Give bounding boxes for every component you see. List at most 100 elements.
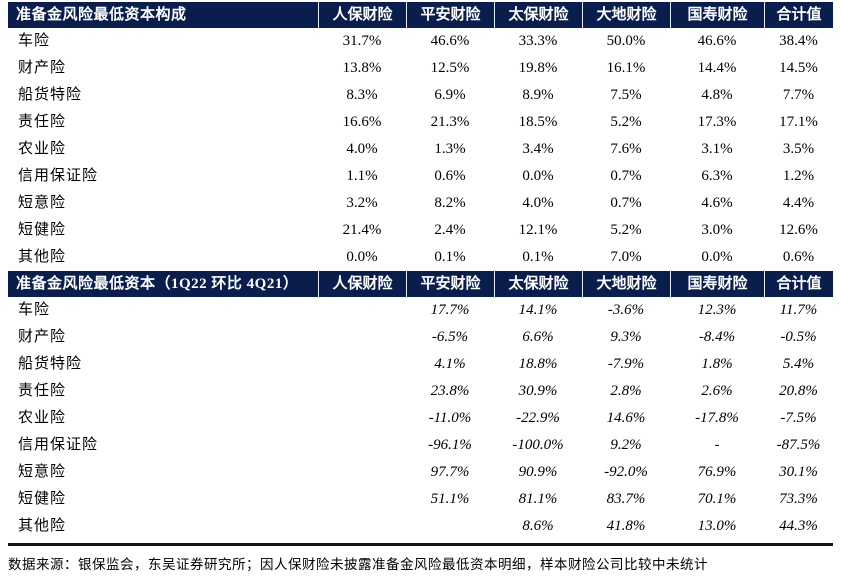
column-header-cpic: 太保财险 [494,271,582,297]
cell-value: 7.7% [782,87,815,103]
table-row: 短意险 3.2% 8.2% 4.0% 0.7% 4.6% 4.4% [8,190,833,217]
column-header-dadi: 大地财险 [582,271,670,297]
cell-value: 23.8% [430,383,470,399]
column-header-picc: 人保财险 [318,2,406,28]
cell-value: 7.6% [610,141,642,157]
table-row: 信用保证险 -96.1% -100.0% 9.2% - -87.5% [8,432,833,459]
cell-value: 4.0% [522,195,554,211]
cell-value: 9.3% [610,329,642,345]
cell-value: 7.0% [610,249,642,265]
table-row: 车险 17.7% 14.1% -3.6% 12.3% 11.7% [8,297,833,324]
cell-value: 20.8% [779,383,818,399]
cell-value: 11.7% [779,302,818,318]
cell-value: 6.6% [522,329,554,345]
cell-value: 12.1% [518,222,558,238]
row-label: 农业险 [18,410,67,426]
cell-value: 19.8% [518,60,558,76]
cell-value: 0.0% [522,168,554,184]
cell-value: 76.9% [697,464,737,480]
table-row: 责任险 23.8% 30.9% 2.8% 2.6% 20.8% [8,378,833,405]
cell-value: 12.3% [697,302,737,318]
cell-value: 3.2% [346,195,378,211]
row-label: 信用保证险 [18,168,99,184]
row-label: 财产险 [18,329,67,345]
cell-value: 4.1% [434,356,466,372]
cell-value: -8.4% [698,329,736,345]
table-row: 车险 31.7% 46.6% 33.3% 50.0% 46.6% 38.4% [8,28,833,55]
cell-value: 70.1% [697,491,737,507]
row-label: 其他险 [18,518,67,534]
cell-value: 51.1% [430,491,470,507]
table-row: 信用保证险 1.1% 0.6% 0.0% 0.7% 6.3% 1.2% [8,163,833,190]
cell-value: -17.8% [695,410,739,426]
cell-value: 5.2% [610,222,642,238]
cell-value: - [714,437,720,453]
cell-value: 8.9% [522,87,554,103]
cell-value: 3.4% [522,141,554,157]
table2-body: 车险 17.7% 14.1% -3.6% 12.3% 11.7% 财产险 -6.5% 6.6% 9… [8,297,833,540]
table-row: 财产险 13.8% 12.5% 19.8% 16.1% 14.4% 14.5% [8,55,833,82]
row-label: 车险 [18,302,51,318]
cell-value: 50.0% [606,33,646,49]
cell-value: 7.5% [610,87,642,103]
row-label: 短健险 [18,491,67,507]
cell-value: 8.6% [522,518,554,534]
cell-value: 38.4% [779,33,818,49]
cell-value: 44.3% [779,518,818,534]
row-label: 短意险 [18,195,67,211]
table-row: 短意险 97.7% 90.9% -92.0% 76.9% 30.1% [8,459,833,486]
cell-value: -6.5% [431,329,469,345]
cell-value: 0.6% [434,168,466,184]
table2-title: 准备金风险最低资本（1Q22 环比 4Q21） [16,276,299,292]
cell-value: 14.4% [697,60,737,76]
cell-value: 41.8% [606,518,646,534]
cell-value: 30.9% [518,383,558,399]
table-row: 责任险 16.6% 21.3% 18.5% 5.2% 17.3% 17.1% [8,109,833,136]
cell-value: 0.0% [346,249,378,265]
cell-value: 2.8% [610,383,642,399]
row-label: 车险 [18,33,51,49]
cell-value: -96.1% [428,437,472,453]
cell-value: -7.9% [607,356,645,372]
row-label: 责任险 [18,114,67,130]
cell-value: 3.1% [701,141,733,157]
row-label: 财产险 [18,60,67,76]
cell-value: 1.1% [346,168,378,184]
column-header-total: 合计值 [764,2,833,28]
column-header-guoshou: 国寿财险 [670,271,764,297]
table-row: 财产险 -6.5% 6.6% 9.3% -8.4% -0.5% [8,324,833,351]
table-row: 其他险 8.6% 41.8% 13.0% 44.3% [8,513,833,540]
row-label: 船货特险 [18,356,83,372]
table-row: 农业险 4.0% 1.3% 3.4% 7.6% 3.1% 3.5% [8,136,833,163]
column-header-total: 合计值 [764,271,833,297]
cell-value: 16.1% [606,60,646,76]
cell-value: 14.6% [606,410,646,426]
cell-value: 31.7% [342,33,382,49]
cell-value: 13.0% [697,518,737,534]
cell-value: 12.5% [430,60,470,76]
cell-value: 13.8% [342,60,382,76]
cell-value: 30.1% [779,464,818,480]
cell-value: -87.5% [776,437,821,453]
cell-value: 14.1% [518,302,558,318]
row-label: 短健险 [18,222,67,238]
cell-value: -3.6% [607,302,645,318]
table-row: 短健险 21.4% 2.4% 12.1% 5.2% 3.0% 12.6% [8,217,833,244]
table1-title: 准备金风险最低资本构成 [16,7,187,23]
table2-header-row: 准备金风险最低资本（1Q22 环比 4Q21） 人保财险 平安财险 太保财险 大… [8,271,833,297]
table-bottom-rule [8,543,833,546]
table-reserve-risk-qoq: 准备金风险最低资本（1Q22 环比 4Q21） 人保财险 平安财险 太保财险 大… [8,271,833,540]
cell-value: 97.7% [430,464,470,480]
cell-value: -7.5% [780,410,817,426]
table-row: 船货特险 8.3% 6.9% 8.9% 7.5% 4.8% 7.7% [8,82,833,109]
cell-value: 8.2% [434,195,466,211]
column-header-pingan: 平安财险 [406,2,494,28]
cell-value: 3.0% [701,222,733,238]
cell-value: 2.6% [701,383,733,399]
cell-value: 0.7% [610,195,642,211]
cell-value: 17.1% [779,114,818,130]
cell-value: 21.3% [430,114,470,130]
cell-value: 4.6% [701,195,733,211]
cell-value: 0.1% [522,249,554,265]
